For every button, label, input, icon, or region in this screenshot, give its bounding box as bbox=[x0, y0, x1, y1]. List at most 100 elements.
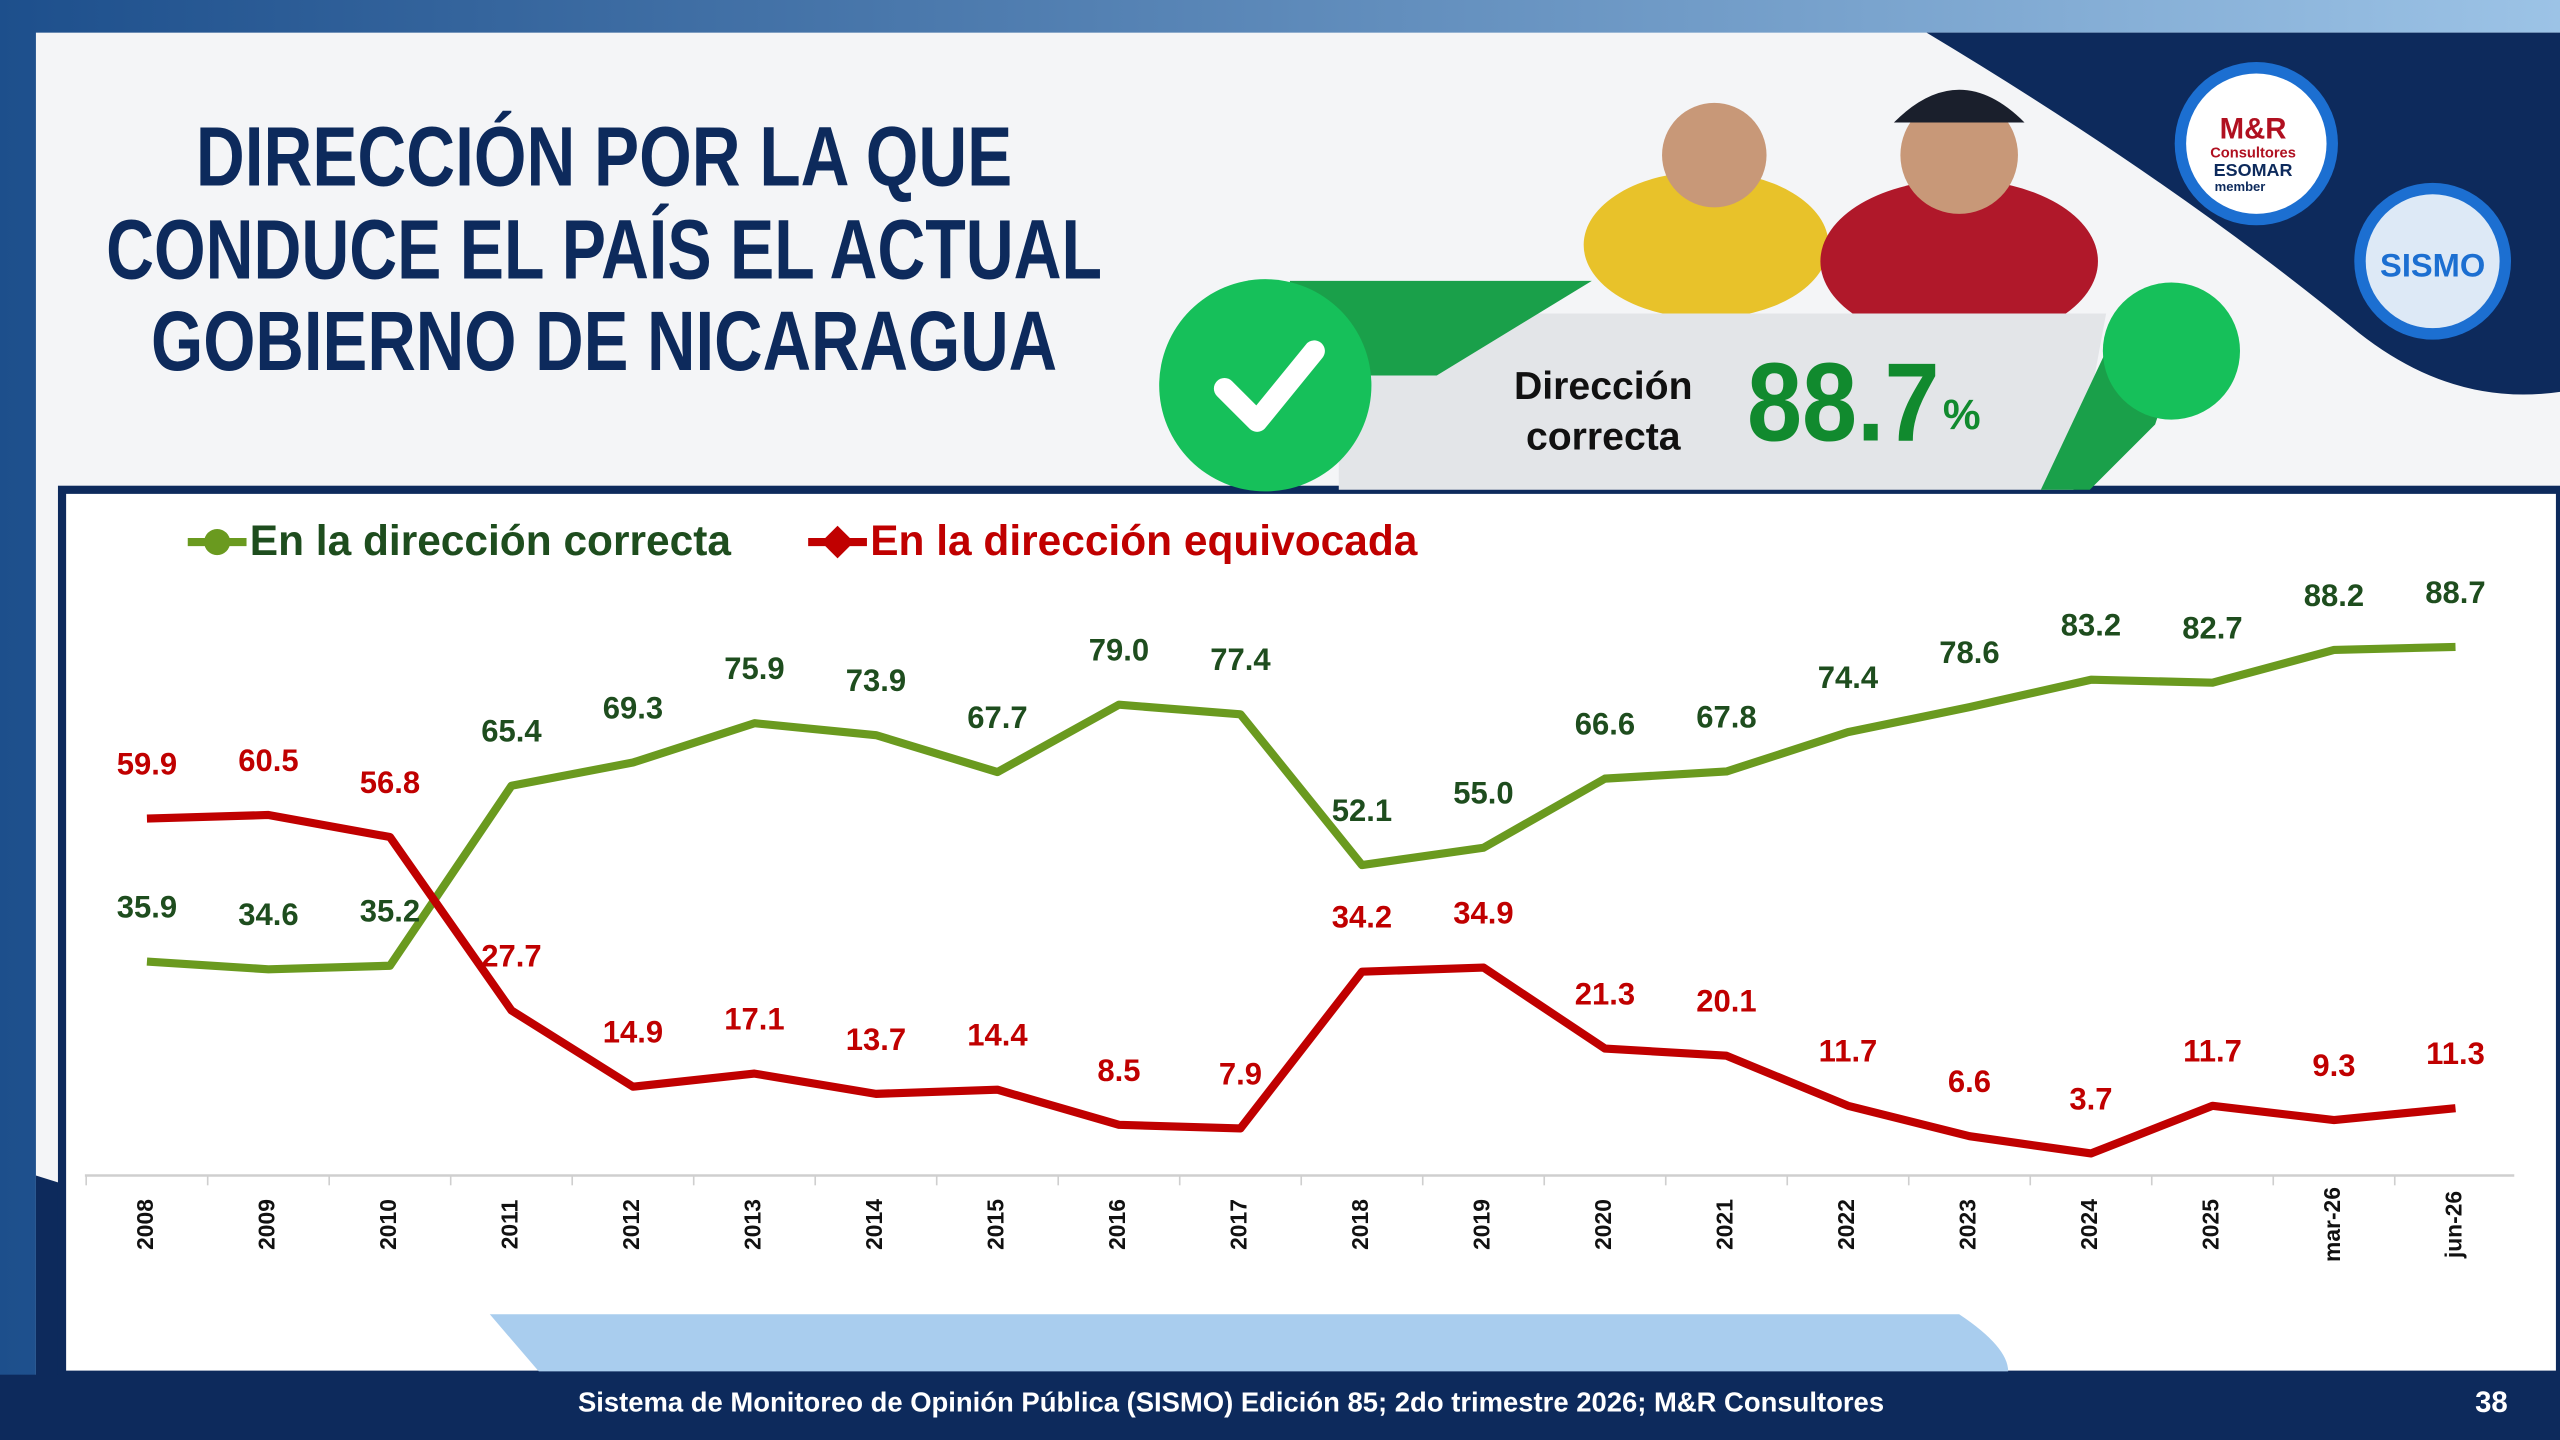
data-label: 79.0 bbox=[1089, 633, 1149, 668]
legend-marker bbox=[821, 525, 854, 559]
x-tick-label: jun-26 bbox=[2441, 1191, 2467, 1259]
photo-figure bbox=[1662, 102, 1767, 208]
x-tick-label: 2020 bbox=[1590, 1199, 1616, 1250]
badge-check-circle bbox=[1159, 279, 1372, 492]
title-line: GOBIERNO DE NICARAGUA bbox=[151, 293, 1057, 388]
data-label: 69.3 bbox=[603, 690, 663, 725]
data-label: 88.2 bbox=[2304, 578, 2364, 613]
data-label: 11.3 bbox=[2426, 1036, 2485, 1071]
x-tick-label: 2008 bbox=[132, 1199, 158, 1250]
legend-item: En la dirección correcta bbox=[187, 517, 732, 564]
title-line: CONDUCE EL PAÍS EL ACTUAL bbox=[106, 202, 1102, 297]
logo-sismo bbox=[2365, 194, 2500, 329]
page-number: 38 bbox=[2475, 1386, 2508, 1419]
data-label: 67.8 bbox=[1696, 699, 1756, 734]
photo bbox=[1583, 89, 2098, 343]
legend-label: En la dirección equivocada bbox=[870, 517, 1418, 564]
data-label: 67.7 bbox=[967, 700, 1027, 735]
check-icon bbox=[1213, 340, 1325, 432]
data-label: 77.4 bbox=[1210, 642, 1271, 677]
data-label: 8.5 bbox=[1097, 1053, 1140, 1088]
x-tick-label: mar-26 bbox=[2319, 1187, 2345, 1262]
data-label: 66.6 bbox=[1575, 707, 1635, 742]
data-label: 74.4 bbox=[1818, 660, 1879, 695]
x-tick-label: 2021 bbox=[1712, 1199, 1738, 1250]
data-label: 34.9 bbox=[1453, 895, 1513, 930]
logo-text: ESOMAR bbox=[2214, 160, 2293, 180]
footer-bar bbox=[0, 1374, 2560, 1440]
data-label: 65.4 bbox=[481, 714, 542, 749]
plot: 2008 2009 2010 2011 2012 2013 2014 2015 2016 2017… bbox=[84, 517, 2515, 1262]
data-label: 73.9 bbox=[846, 663, 906, 698]
data-label: 35.9 bbox=[117, 890, 177, 925]
data-label: 78.6 bbox=[1939, 635, 1999, 670]
series-line bbox=[146, 810, 2456, 1158]
photo-figure bbox=[1893, 89, 2025, 123]
x-tick-label: 2009 bbox=[253, 1199, 279, 1250]
legend-item: En la dirección equivocada bbox=[808, 517, 1418, 564]
data-label: 34.2 bbox=[1332, 900, 1392, 935]
title: DIRECCIÓN POR LA QUE CONDUCE EL PAÍS EL … bbox=[106, 109, 1102, 388]
logo-text: M&R bbox=[2220, 112, 2287, 145]
data-label: 9.3 bbox=[2312, 1048, 2355, 1083]
legend-label: En la dirección correcta bbox=[250, 517, 732, 564]
data-label: 14.4 bbox=[967, 1018, 1028, 1053]
x-tick-label: 2014 bbox=[861, 1199, 887, 1250]
data-label: 11.7 bbox=[2183, 1034, 2242, 1069]
x-tick-label: 2017 bbox=[1226, 1199, 1252, 1250]
data-label: 55.0 bbox=[1453, 776, 1513, 811]
x-tick-label: 2024 bbox=[2076, 1199, 2102, 1250]
logo-text: SISMO bbox=[2380, 246, 2485, 283]
badge-banner bbox=[1338, 313, 2107, 490]
data-label: 27.7 bbox=[481, 938, 541, 973]
data-label: 35.2 bbox=[360, 894, 420, 929]
data-label: 17.1 bbox=[724, 1002, 784, 1037]
data-label: 13.7 bbox=[846, 1022, 906, 1057]
logo-text: Consultores bbox=[2210, 145, 2296, 161]
photo-figure bbox=[1820, 179, 2098, 343]
data-label: 3.7 bbox=[2069, 1081, 2112, 1116]
bottom-band bbox=[489, 1314, 2009, 1372]
x-tick-label: 2015 bbox=[982, 1199, 1008, 1250]
x-tick-label: 2019 bbox=[1469, 1199, 1495, 1250]
data-label: 52.1 bbox=[1332, 793, 1392, 828]
data-label: 75.9 bbox=[724, 651, 784, 686]
x-tick-label: 2022 bbox=[1833, 1199, 1859, 1250]
x-tick-label: 2010 bbox=[375, 1199, 401, 1250]
data-label: 34.6 bbox=[238, 897, 298, 932]
series-line bbox=[146, 642, 2456, 974]
x-tick-label: 2011 bbox=[496, 1199, 522, 1249]
logo-text: member bbox=[2215, 179, 2266, 194]
data-label: 7.9 bbox=[1219, 1056, 1262, 1091]
title-line: DIRECCIÓN POR LA QUE bbox=[196, 109, 1012, 204]
data-label: 59.9 bbox=[117, 746, 177, 781]
badge-value: 88.7 bbox=[1747, 340, 1940, 465]
data-label: 88.7 bbox=[2425, 575, 2485, 610]
x-tick-label: 2023 bbox=[1955, 1199, 1981, 1250]
data-label: 21.3 bbox=[1575, 977, 1635, 1012]
data-label: 11.7 bbox=[1819, 1034, 1878, 1069]
data-label: 20.1 bbox=[1696, 984, 1756, 1019]
legend-marker bbox=[204, 528, 231, 556]
photo-figure bbox=[1900, 96, 2018, 214]
x-tick-label: 2013 bbox=[739, 1199, 765, 1250]
data-label: 56.8 bbox=[360, 765, 420, 800]
badge-dot bbox=[2102, 282, 2240, 420]
x-tick-label: 2012 bbox=[618, 1199, 644, 1250]
data-label: 6.6 bbox=[1948, 1064, 1991, 1099]
logo-mr bbox=[2186, 73, 2327, 214]
x-tick-label: 2025 bbox=[2198, 1199, 2224, 1250]
photo-figure bbox=[1583, 171, 1829, 319]
x-tick-label: 2018 bbox=[1347, 1199, 1373, 1250]
data-label: 83.2 bbox=[2061, 608, 2121, 643]
data-label: 14.9 bbox=[603, 1015, 663, 1050]
badge-unit: % bbox=[1943, 391, 1981, 438]
data-label: 60.5 bbox=[238, 743, 298, 778]
badge-label: Dirección bbox=[1514, 365, 1693, 408]
badge-label: correcta bbox=[1526, 416, 1682, 459]
data-label: 82.7 bbox=[2182, 611, 2242, 646]
x-tick-label: 2016 bbox=[1104, 1199, 1130, 1250]
footer-text: Sistema de Monitoreo de Opinión Pública … bbox=[578, 1386, 1884, 1417]
